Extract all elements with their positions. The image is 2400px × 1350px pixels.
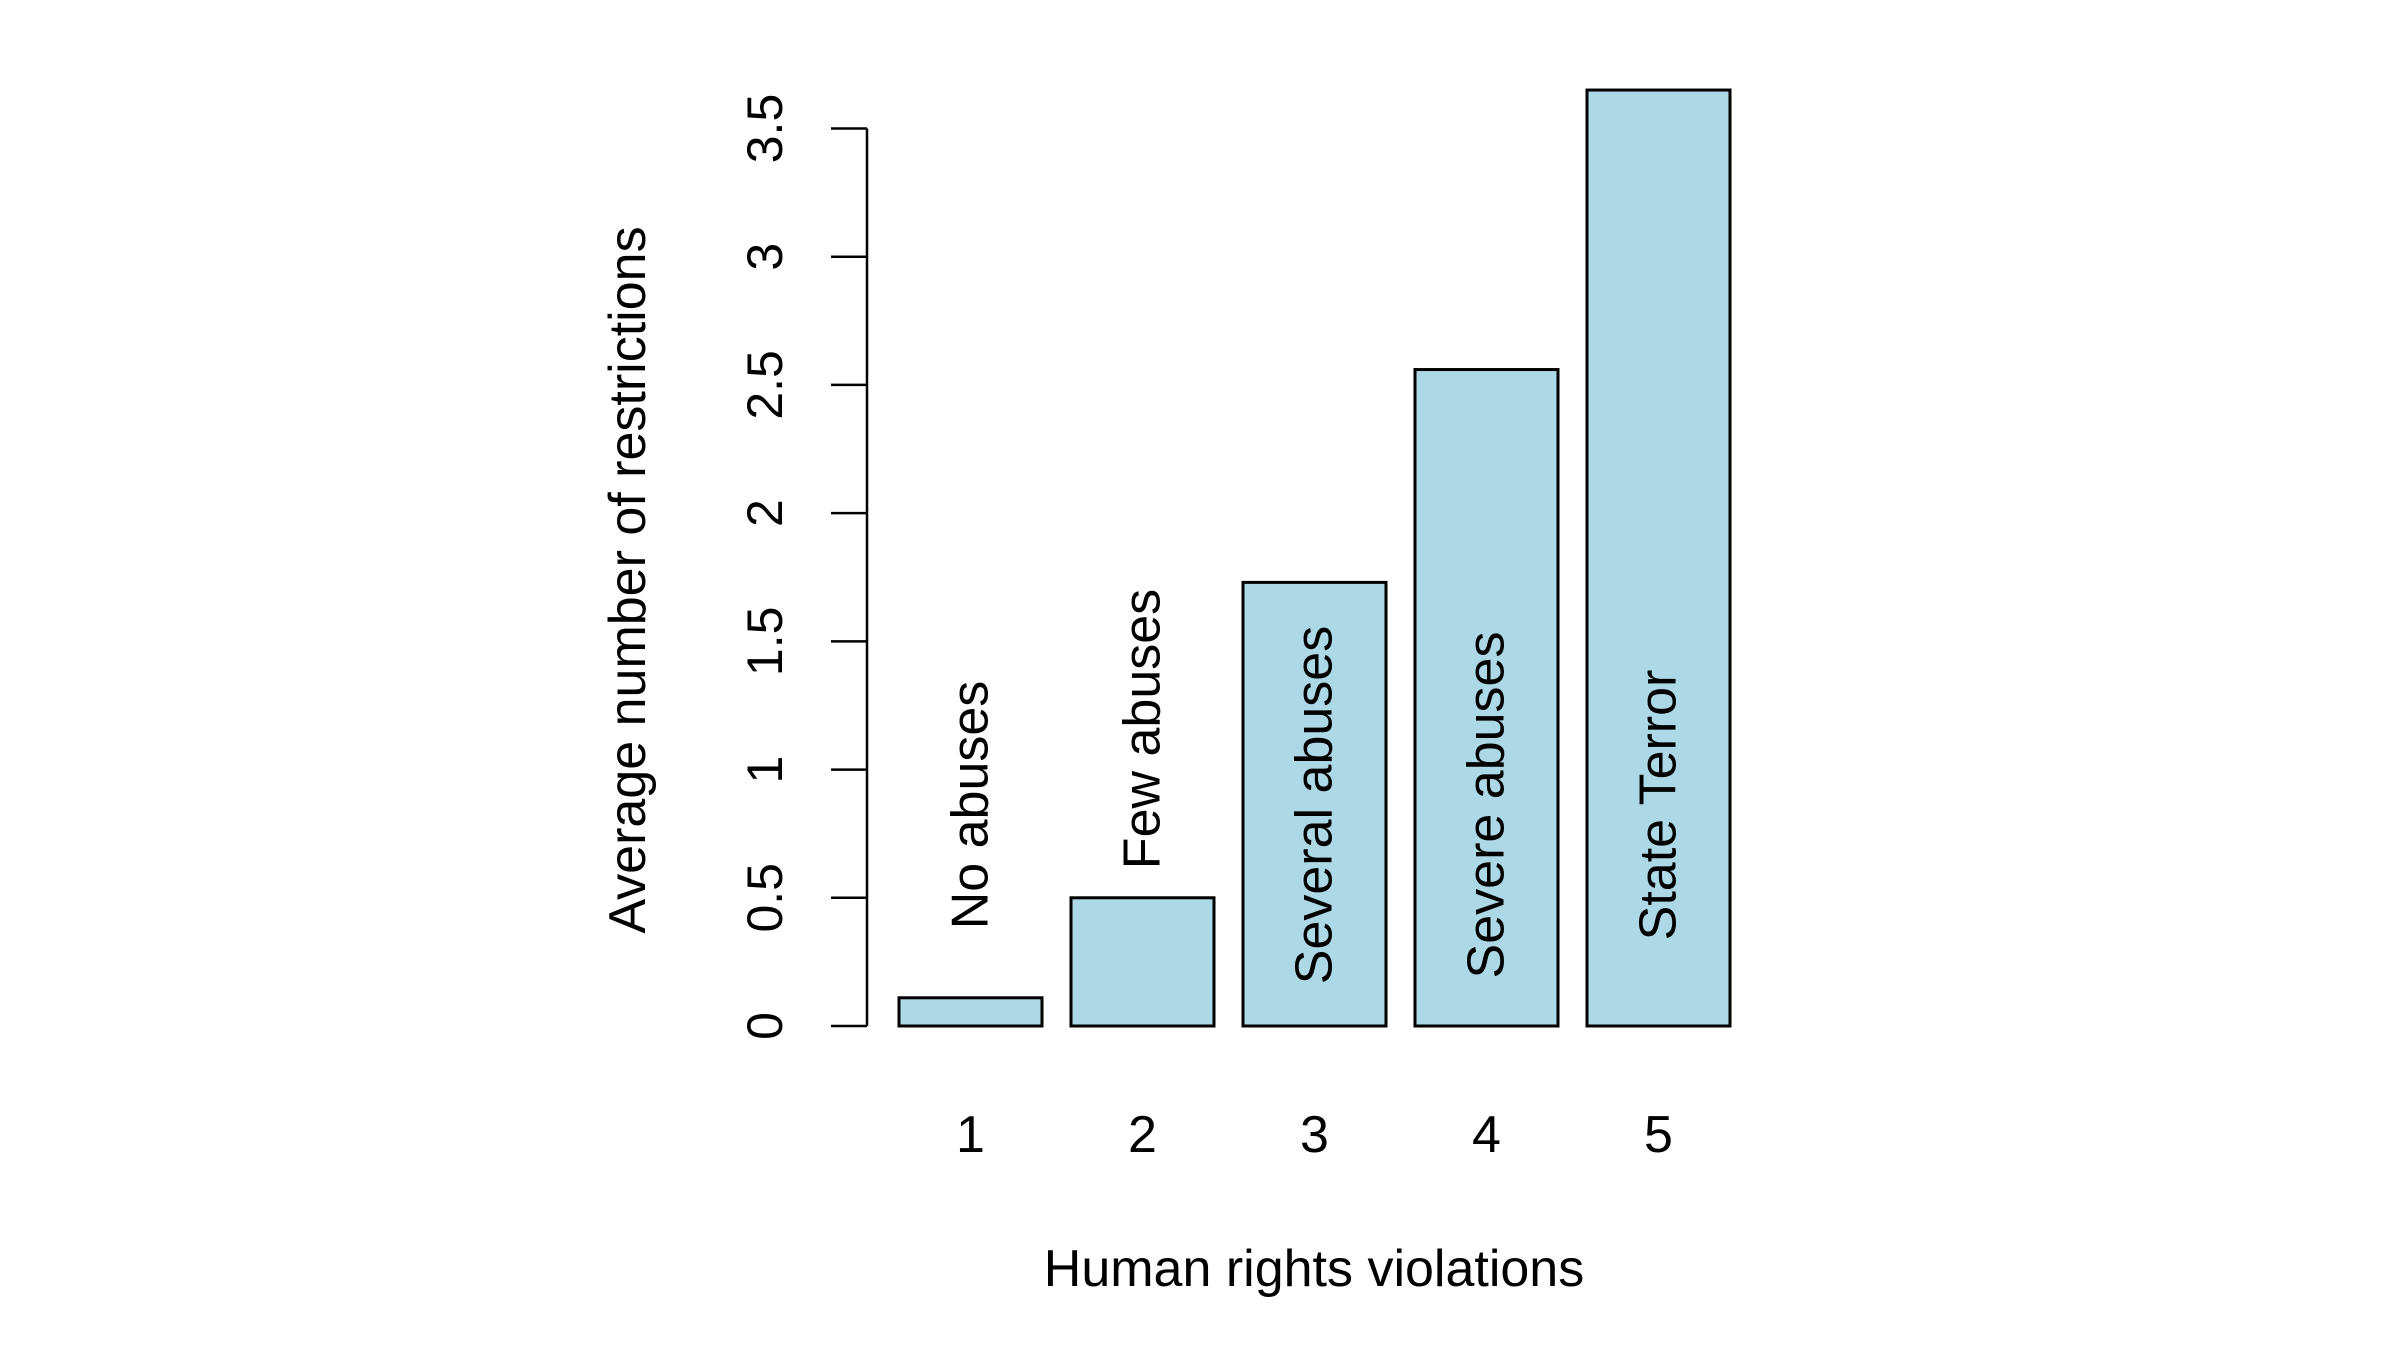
x-tick-label: 1 bbox=[956, 1106, 985, 1164]
bar-label: Severe abuses bbox=[1458, 632, 1516, 979]
x-tick-label: 3 bbox=[1300, 1106, 1329, 1164]
y-tick-label: 3 bbox=[737, 243, 793, 271]
y-axis: 0 0.5 1 1.5 2 2.5 3 3.5 bbox=[737, 94, 869, 1040]
y-tick-label: 2 bbox=[737, 499, 793, 527]
y-tick-label: 2.5 bbox=[737, 350, 793, 420]
bar-label: No abuses bbox=[942, 681, 1000, 930]
bar-label: Few abuses bbox=[1114, 589, 1172, 869]
x-axis-label: Human rights violations bbox=[1044, 1240, 1584, 1298]
y-axis-label: Average number of restrictions bbox=[599, 226, 657, 933]
y-tick-label: 1.5 bbox=[737, 607, 793, 677]
y-tick-label: 0.5 bbox=[737, 863, 793, 933]
x-tick-label: 2 bbox=[1128, 1106, 1157, 1164]
bar bbox=[1585, 88, 1732, 1028]
y-tick-label: 1 bbox=[737, 756, 793, 784]
bar-label: Several abuses bbox=[1286, 626, 1344, 984]
y-tick-label: 3.5 bbox=[737, 94, 793, 164]
x-tick-label: 5 bbox=[1644, 1106, 1673, 1164]
x-tick-labels: 1 2 3 4 5 bbox=[956, 1106, 1673, 1164]
bar bbox=[897, 996, 1044, 1028]
bar bbox=[1241, 580, 1388, 1028]
bar-label: State Terror bbox=[1630, 670, 1688, 941]
bar bbox=[1413, 368, 1560, 1028]
bars: No abuses Few abuses Several abuses Severe … bbox=[897, 88, 1732, 1028]
y-tick-label: 0 bbox=[737, 1012, 793, 1040]
bar bbox=[1069, 896, 1216, 1028]
x-tick-label: 4 bbox=[1472, 1106, 1501, 1164]
